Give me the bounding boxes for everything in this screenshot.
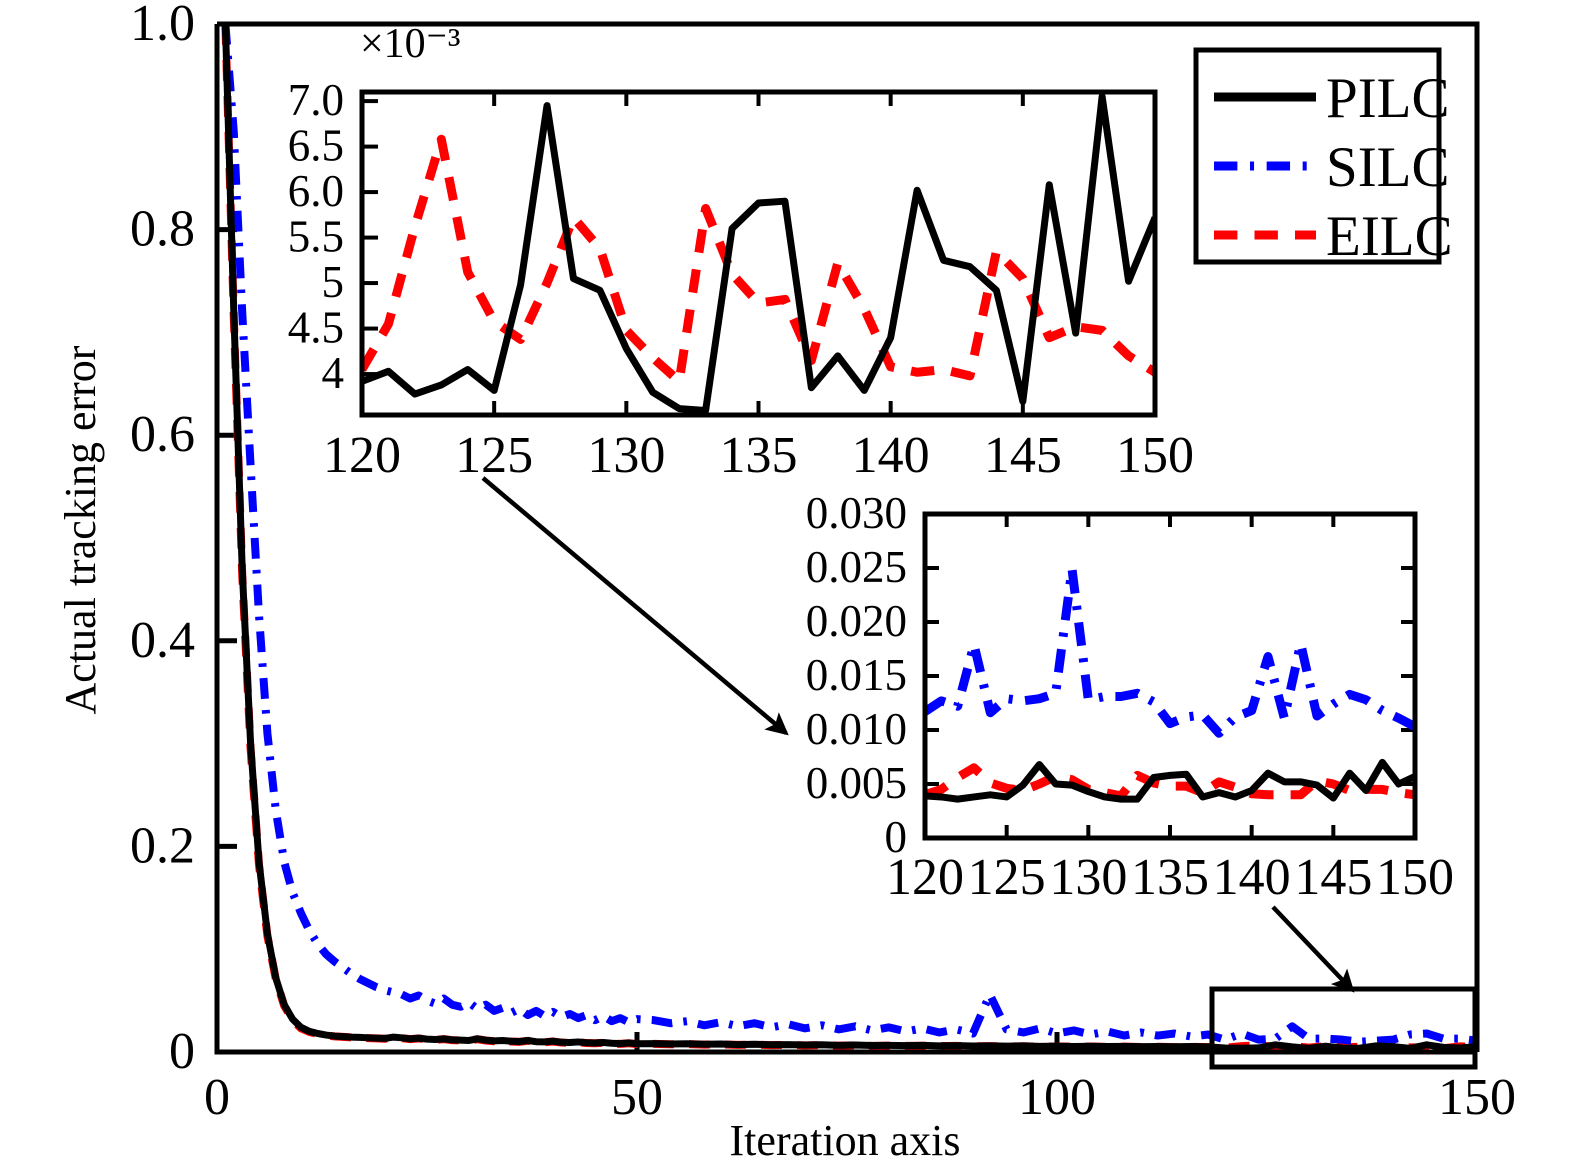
- main-series-group: [221, 23, 1478, 1053]
- main-y-tick-labels: 0 0.2 0.4 0.6 0.8 1.0: [130, 0, 195, 1080]
- series-line-silc: [221, 23, 1478, 1046]
- series-line-eilc: [925, 763, 1415, 801]
- x-tick-label: 50: [611, 1069, 663, 1126]
- series-line-silc: [925, 564, 1415, 738]
- series-line-pilc: [925, 758, 1415, 803]
- inset-top-x-tick-labels: 120 125 130 135 140 145 150: [323, 427, 1194, 484]
- legend-label-eilc: EILC: [1326, 205, 1453, 268]
- inset-bottom-y-tick-label: 0.020: [806, 596, 907, 646]
- inset-top-y-tick-label: 4.5: [288, 303, 344, 353]
- y-tick-label: 0.8: [130, 201, 195, 258]
- x-tick-label: 0: [204, 1069, 230, 1126]
- inset-top-y-tick-label: 5.5: [288, 212, 344, 262]
- y-tick-label: 0.2: [130, 817, 195, 874]
- inset-top-background: [362, 92, 1155, 415]
- inset-top-y-tick-label: 6.5: [288, 121, 344, 171]
- inset-bottom-frame: [922, 511, 1418, 841]
- inset-top-x-tick-label: 125: [455, 427, 533, 484]
- inset-bottom-x-tick-label: 135: [1131, 849, 1209, 906]
- inset-top-multiplier-label: ×10⁻³: [360, 21, 460, 67]
- y-tick-label: 0.4: [130, 612, 195, 669]
- inset-bottom-x-tick-label: 140: [1213, 849, 1291, 906]
- inset-top-y-tick-label: 7.0: [288, 75, 344, 125]
- y-tick-label: 0: [169, 1023, 195, 1080]
- y-tick-label: 1.0: [130, 0, 195, 52]
- y-axis-title: Actual tracking error: [56, 345, 105, 714]
- inset-top-x-tick-label: 145: [984, 427, 1062, 484]
- series-line-pilc: [221, 23, 1478, 1052]
- inset-top-x-tick-label: 130: [587, 427, 665, 484]
- inset-top-frame: [359, 89, 1158, 418]
- inset-top-y-tick-label: 4: [322, 348, 345, 398]
- inset-top-x-tick-label: 120: [323, 427, 401, 484]
- inset-top-y-tick-label: 6.0: [288, 166, 344, 216]
- inset-bottom-x-tick-label: 125: [968, 849, 1046, 906]
- inset-top-series-group: [362, 93, 1155, 414]
- inset-top-y-tick-labels: 44.555.56.06.57.0: [288, 75, 344, 398]
- inset-top-y-tick-label: 5: [322, 257, 345, 307]
- legend-label-pilc: PILC: [1326, 67, 1450, 130]
- y-tick-label: 0.6: [130, 406, 195, 463]
- inset-bottom-y-tick-label: 0.030: [806, 488, 907, 538]
- inset-bottom-series-group: [925, 564, 1415, 803]
- annotation-group: [481, 476, 1478, 1070]
- x-axis-title: Iteration axis: [730, 1116, 961, 1165]
- main-x-tick-labels: 0 50 100 150: [204, 1069, 1516, 1126]
- arrow-bottom-inset-to-highlight: [1271, 905, 1355, 993]
- series-line-eilc: [362, 134, 1155, 386]
- highlight-region-box: [1209, 986, 1478, 1070]
- arrow-top-inset-to-bottom-inset: [481, 476, 789, 736]
- inset-bottom-x-tick-label: 145: [1294, 849, 1372, 906]
- inset-top-axes: ×10⁻³ 44.555.56.06.57.0 120 125 130 135 140 1…: [288, 21, 1194, 484]
- inset-bottom-x-tick-label: 130: [1049, 849, 1127, 906]
- inset-top-x-tick-label: 150: [1116, 427, 1194, 484]
- inset-bottom-y-tick-label: 0: [885, 812, 908, 862]
- x-tick-label: 150: [1438, 1069, 1516, 1126]
- inset-bottom-y-tick-label: 0.010: [806, 704, 907, 754]
- legend-label-silc: SILC: [1326, 136, 1450, 199]
- inset-bottom-y-tick-label: 0.005: [806, 758, 907, 808]
- inset-top-x-tick-label: 135: [720, 427, 798, 484]
- main-axes-frame: [214, 21, 1480, 1055]
- inset-bottom-y-tick-label: 0.025: [806, 542, 907, 592]
- main-axes: 00.20.40.60.81.0 0 50 100 150 Actual tracki…: [56, 0, 1516, 1165]
- inset-top-x-tick-label: 140: [852, 427, 930, 484]
- series-line-pilc: [362, 93, 1155, 414]
- inset-bottom-x-tick-label: 150: [1376, 849, 1454, 906]
- inset-bottom-x-tick-label: 120: [886, 849, 964, 906]
- inset-bottom-x-tick-labels: 120 125 130 135 140 145 150: [886, 849, 1454, 906]
- legend-frame: [1193, 47, 1442, 265]
- x-tick-label: 100: [1018, 1069, 1096, 1126]
- inset-bottom-y-tick-label: 0.015: [806, 650, 907, 700]
